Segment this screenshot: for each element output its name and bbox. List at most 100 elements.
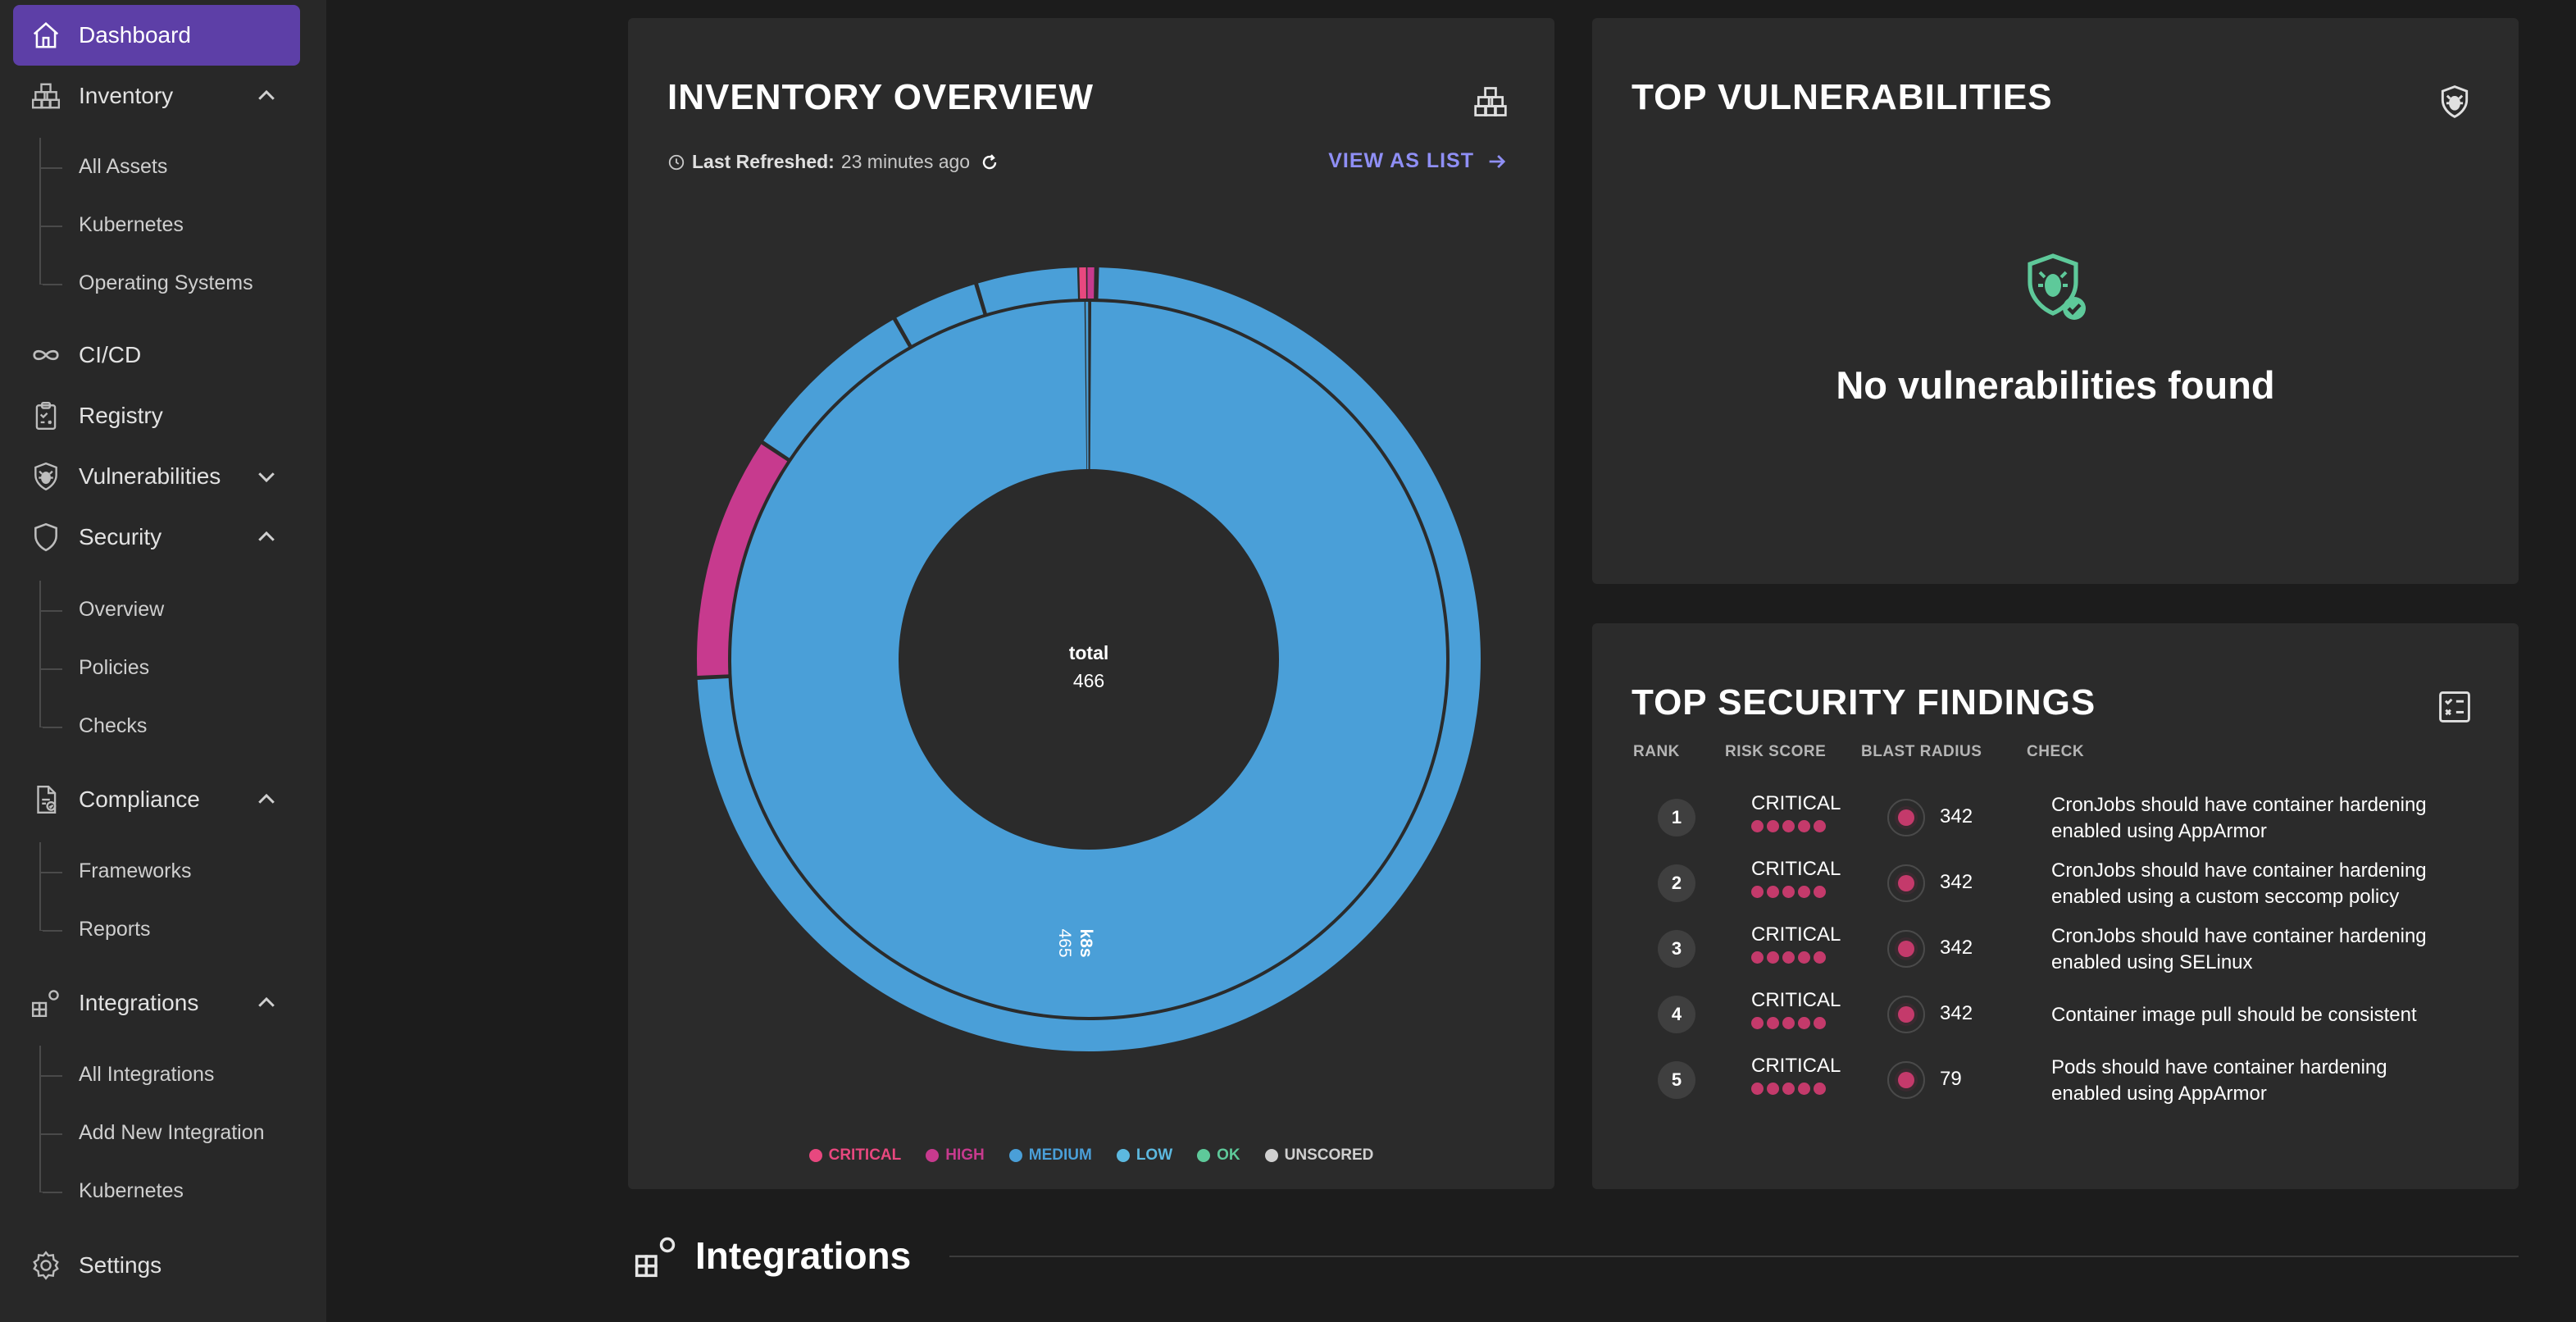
top-security-findings-title: TOP SECURITY FINDINGS — [1632, 682, 2096, 723]
risk-score-label: CRITICAL — [1751, 792, 1841, 814]
outer-segment-medium-d[interactable] — [978, 267, 1078, 313]
outer-segment-medium-b[interactable] — [763, 320, 908, 458]
subnav-kubernetes[interactable]: Kubernetes — [41, 196, 302, 254]
nav-integrations[interactable]: Integrations — [13, 973, 300, 1033]
col-header-blast-radius[interactable]: BLAST RADIUS — [1861, 743, 1982, 760]
risk-score-dots — [1751, 886, 1826, 898]
donut-center-label: total — [1069, 642, 1109, 663]
integrations-icon — [30, 987, 62, 1019]
nav-inventory[interactable]: Inventory — [13, 66, 300, 126]
findings-row[interactable]: 5 CRITICAL 79 Pods should have container… — [1630, 1051, 2474, 1117]
legend-label: HIGH — [945, 1146, 985, 1164]
legend-label: CRITICAL — [828, 1146, 902, 1164]
subnav-reports[interactable]: Reports — [39, 900, 302, 959]
chevron-up-icon[interactable] — [254, 991, 279, 1015]
refresh-icon[interactable] — [980, 153, 999, 172]
findings-row[interactable]: 1 CRITICAL 342 CronJobs should have cont… — [1630, 789, 2474, 855]
compliance-subnav: Frameworks Reports — [39, 842, 302, 959]
document-check-icon — [30, 783, 62, 816]
legend-low[interactable]: LOW — [1116, 1146, 1172, 1165]
nav-cicd[interactable]: CI/CD — [13, 325, 300, 385]
findings-row[interactable]: 3 CRITICAL 342 CronJobs should have cont… — [1630, 920, 2474, 986]
last-refreshed-label: Last Refreshed: — [692, 151, 835, 172]
legend-high[interactable]: HIGH — [926, 1146, 985, 1165]
nav-security[interactable]: Security — [13, 507, 300, 568]
subnav-policies[interactable]: Policies — [41, 639, 302, 697]
subnav-frameworks[interactable]: Frameworks — [41, 842, 302, 900]
subnav-operating-systems[interactable]: Operating Systems — [39, 254, 302, 312]
outer-segment-high[interactable] — [697, 444, 788, 677]
blast-radius-value: 342 — [1940, 871, 1973, 893]
outer-ring — [697, 267, 1481, 1051]
subnav-checks[interactable]: Checks — [39, 697, 302, 755]
risk-score-dots — [1751, 1017, 1826, 1029]
check-description: Container image pull should be consisten… — [2051, 1004, 2417, 1026]
legend-dot — [1197, 1149, 1211, 1162]
inner-segment-k8s[interactable] — [731, 302, 1446, 1017]
inner-segment-other[interactable] — [1085, 302, 1089, 470]
risk-score-label: CRITICAL — [1751, 858, 1841, 880]
check-description: Pods should have container hardening ena… — [2051, 1056, 2387, 1105]
empty-state-text: No vulnerabilities found — [1836, 363, 2275, 407]
outer-segment-high-b[interactable] — [1087, 267, 1095, 299]
findings-row[interactable]: 2 CRITICAL 342 CronJobs should have cont… — [1630, 855, 2474, 920]
nav-cicd-label: CI/CD — [79, 342, 142, 367]
nav-settings[interactable]: Settings — [13, 1235, 300, 1296]
chevron-down-icon[interactable] — [254, 464, 279, 489]
clock-icon — [668, 154, 685, 170]
subnav-add-new-integration[interactable]: Add New Integration — [41, 1104, 302, 1162]
subnav-integrations-kubernetes[interactable]: Kubernetes — [39, 1162, 302, 1220]
subnav-all-assets[interactable]: All Assets — [41, 138, 302, 196]
legend-ok[interactable]: OK — [1197, 1146, 1240, 1165]
segment-label: k8s — [1076, 928, 1095, 957]
col-header-risk-score[interactable]: RISK SCORE — [1725, 743, 1827, 760]
subnav-overview[interactable]: Overview — [41, 581, 302, 639]
nav-compliance[interactable]: Compliance — [13, 769, 300, 830]
outer-segment-critical[interactable] — [1079, 267, 1086, 299]
col-header-check[interactable]: CHECK — [2027, 743, 2085, 760]
check-description: CronJobs should have container hardening… — [2051, 794, 2427, 842]
nav-vulnerabilities-label: Vulnerabilities — [79, 463, 221, 489]
chevron-up-icon[interactable] — [254, 525, 279, 549]
nav-inventory-label: Inventory — [79, 83, 174, 108]
segment-value: 465 — [1055, 928, 1074, 957]
blast-radius-value: 79 — [1940, 1068, 1962, 1090]
risk-score-dots — [1751, 951, 1826, 964]
integrations-section-title: Integrations — [695, 1234, 912, 1277]
legend-dot — [1116, 1149, 1130, 1162]
donut-legend: CRITICAL HIGH MEDIUM LOW OK UNSCORED — [628, 1146, 1554, 1165]
legend-label: MEDIUM — [1028, 1146, 1092, 1164]
subnav-all-integrations[interactable]: All Integrations — [41, 1046, 302, 1104]
legend-dot — [808, 1149, 822, 1162]
legend-label: OK — [1217, 1146, 1240, 1164]
rank-badge: 1 — [1658, 799, 1695, 837]
shield-bug-icon — [2441, 85, 2469, 118]
inventory-overview-title: INVENTORY OVERVIEW — [667, 77, 1095, 117]
inventory-subnav: All Assets Kubernetes Operating Systems — [39, 138, 302, 312]
arrow-right-icon — [1489, 154, 1506, 168]
clipboard-icon — [30, 399, 62, 432]
chevron-up-icon[interactable] — [254, 787, 279, 812]
top-vulnerabilities-title: TOP VULNERABILITIES — [1632, 77, 2053, 117]
findings-row[interactable]: 4 CRITICAL 342 Container image pull shou… — [1630, 986, 2474, 1051]
legend-dot — [1264, 1149, 1278, 1162]
section-divider — [949, 1256, 2519, 1257]
check-description: CronJobs should have container hardening… — [2051, 925, 2427, 973]
nav-vulnerabilities[interactable]: Vulnerabilities — [13, 446, 300, 507]
risk-score-label: CRITICAL — [1751, 923, 1841, 946]
chevron-up-icon[interactable] — [254, 84, 279, 108]
nav-dashboard[interactable]: Dashboard — [13, 5, 300, 66]
col-header-rank[interactable]: RANK — [1633, 743, 1680, 760]
nav-registry[interactable]: Registry — [13, 385, 300, 446]
nav-registry-label: Registry — [79, 403, 163, 428]
legend-unscored[interactable]: UNSCORED — [1264, 1146, 1373, 1165]
blast-radius-value: 342 — [1940, 805, 1973, 827]
view-as-list-button[interactable]: VIEW AS LIST — [1328, 149, 1509, 173]
legend-medium[interactable]: MEDIUM — [1008, 1146, 1092, 1165]
outer-segment-medium-c[interactable] — [896, 284, 984, 345]
home-icon — [30, 19, 62, 52]
view-as-list-label: VIEW AS LIST — [1328, 149, 1474, 172]
sidebar: Dashboard Inventory All Assets Kubernete… — [0, 0, 326, 1322]
legend-critical[interactable]: CRITICAL — [808, 1146, 902, 1165]
blast-radius-value: 342 — [1940, 937, 1973, 959]
